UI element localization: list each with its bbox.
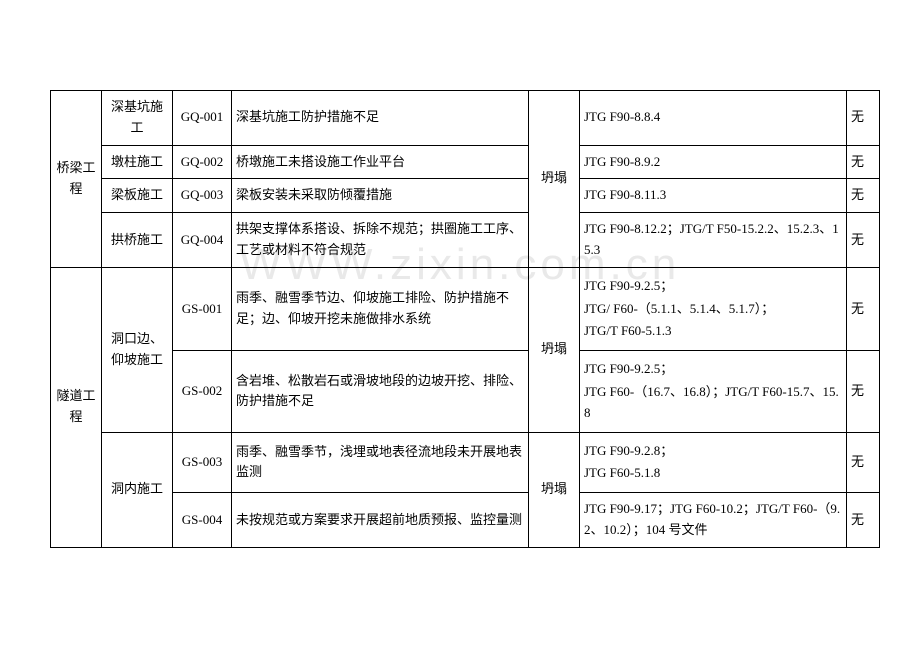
ref-line: JTG F90-9.2.5；	[584, 276, 842, 297]
desc-cell: 桥墩施工未搭设施工作业平台	[232, 145, 529, 179]
last-cell: 无	[847, 213, 880, 268]
risk-table: 桥梁工程 深基坑施工 GQ-001 深基坑施工防护措施不足 坍塌 JTG F90…	[50, 90, 880, 548]
ref-line: JTG F90-9.2.5；	[584, 359, 842, 380]
hazard-cell: 坍塌	[529, 91, 580, 268]
code-cell: GQ-002	[173, 145, 232, 179]
ref-line: JTG F90-9.2.8；	[584, 441, 842, 462]
code-cell: GQ-004	[173, 213, 232, 268]
desc-cell: 含岩堆、松散岩石或滑坡地段的边坡开挖、排险、防护措施不足	[232, 351, 529, 432]
sub-cell: 深基坑施工	[102, 91, 173, 146]
ref-cell: JTG F90-9.2.5； JTG/ F60-（5.1.1、5.1.4、5.1…	[580, 267, 847, 350]
ref-cell: JTG F90-9.2.8； JTG F60-5.1.8	[580, 432, 847, 493]
code-cell: GS-002	[173, 351, 232, 432]
table-row: 墩柱施工 GQ-002 桥墩施工未搭设施工作业平台 JTG F90-8.9.2 …	[51, 145, 880, 179]
desc-cell: 未按规范或方案要求开展超前地质预报、监控量测	[232, 493, 529, 548]
category-cell: 桥梁工程	[51, 91, 102, 268]
hazard-cell: 坍塌	[529, 432, 580, 547]
code-cell: GQ-001	[173, 91, 232, 146]
document-page: WWW.zixin.com.cn 桥梁工程 深基坑施工 GQ-001 深基坑施工…	[50, 90, 870, 548]
ref-cell: JTG F90-9.17；JTG F60-10.2；JTG/T F60-（9.2…	[580, 493, 847, 548]
category-cell: 隧道工程	[51, 267, 102, 547]
table-row: GS-004 未按规范或方案要求开展超前地质预报、监控量测 JTG F90-9.…	[51, 493, 880, 548]
last-cell: 无	[847, 91, 880, 146]
last-cell: 无	[847, 267, 880, 350]
last-cell: 无	[847, 351, 880, 432]
ref-line: JTG/ F60-（5.1.1、5.1.4、5.1.7）；	[584, 299, 842, 320]
ref-line: JTG/T F60-5.1.3	[584, 321, 842, 342]
ref-line: JTG F60-（16.7、16.8）；JTG/T F60-15.7、15.8	[584, 382, 842, 424]
desc-cell: 梁板安装未采取防倾覆措施	[232, 179, 529, 213]
ref-cell: JTG F90-8.12.2；JTG/T F50-15.2.2、15.2.3、1…	[580, 213, 847, 268]
code-cell: GQ-003	[173, 179, 232, 213]
sub-cell: 洞内施工	[102, 432, 173, 547]
ref-line: JTG F60-5.1.8	[584, 463, 842, 484]
ref-cell: JTG F90-8.11.3	[580, 179, 847, 213]
last-cell: 无	[847, 179, 880, 213]
sub-cell: 拱桥施工	[102, 213, 173, 268]
last-cell: 无	[847, 432, 880, 493]
desc-cell: 深基坑施工防护措施不足	[232, 91, 529, 146]
ref-cell: JTG F90-9.2.5； JTG F60-（16.7、16.8）；JTG/T…	[580, 351, 847, 432]
table-row: 梁板施工 GQ-003 梁板安装未采取防倾覆措施 JTG F90-8.11.3 …	[51, 179, 880, 213]
last-cell: 无	[847, 493, 880, 548]
table-row: 桥梁工程 深基坑施工 GQ-001 深基坑施工防护措施不足 坍塌 JTG F90…	[51, 91, 880, 146]
sub-cell: 墩柱施工	[102, 145, 173, 179]
table-row: 洞内施工 GS-003 雨季、融雪季节，浅埋或地表径流地段未开展地表监测 坍塌 …	[51, 432, 880, 493]
code-cell: GS-003	[173, 432, 232, 493]
desc-cell: 雨季、融雪季节边、仰坡施工排险、防护措施不足；边、仰坡开挖未施做排水系统	[232, 267, 529, 350]
desc-cell: 拱架支撑体系搭设、拆除不规范；拱圈施工工序、工艺或材料不符合规范	[232, 213, 529, 268]
ref-cell: JTG F90-8.8.4	[580, 91, 847, 146]
code-cell: GS-004	[173, 493, 232, 548]
last-cell: 无	[847, 145, 880, 179]
table-row: 隧道工程 洞口边、仰坡施工 GS-001 雨季、融雪季节边、仰坡施工排险、防护措…	[51, 267, 880, 350]
ref-cell: JTG F90-8.9.2	[580, 145, 847, 179]
table-row: 拱桥施工 GQ-004 拱架支撑体系搭设、拆除不规范；拱圈施工工序、工艺或材料不…	[51, 213, 880, 268]
sub-cell: 梁板施工	[102, 179, 173, 213]
code-cell: GS-001	[173, 267, 232, 350]
sub-cell: 洞口边、仰坡施工	[102, 267, 173, 432]
table-row: GS-002 含岩堆、松散岩石或滑坡地段的边坡开挖、排险、防护措施不足 JTG …	[51, 351, 880, 432]
desc-cell: 雨季、融雪季节，浅埋或地表径流地段未开展地表监测	[232, 432, 529, 493]
hazard-cell: 坍塌	[529, 267, 580, 432]
